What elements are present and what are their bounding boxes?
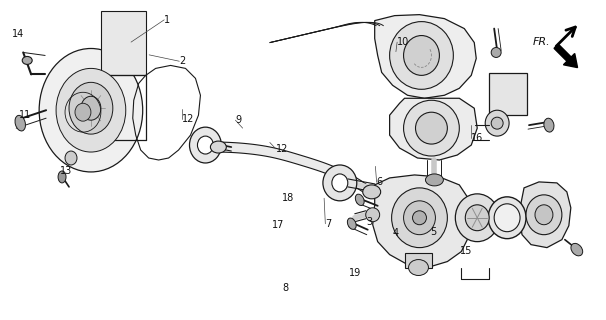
Polygon shape [218,142,370,197]
Ellipse shape [391,188,447,248]
Text: 18: 18 [282,193,294,203]
Ellipse shape [465,205,489,231]
Text: 15: 15 [460,246,472,256]
Ellipse shape [81,96,101,120]
Ellipse shape [198,136,213,154]
Ellipse shape [65,151,77,165]
Ellipse shape [363,185,381,199]
Bar [489,73,527,115]
Ellipse shape [347,218,356,229]
Ellipse shape [488,197,526,239]
Ellipse shape [491,47,501,58]
Text: 12: 12 [276,144,288,154]
Ellipse shape [408,260,428,276]
Text: 1: 1 [164,15,170,25]
FancyArrow shape [554,44,578,68]
Ellipse shape [332,174,348,192]
Text: 2: 2 [179,56,185,66]
Text: 8: 8 [282,283,288,293]
Ellipse shape [15,115,25,131]
Text: 12: 12 [182,114,195,124]
Text: 13: 13 [61,166,73,176]
Text: FR.: FR. [532,37,550,47]
Ellipse shape [210,141,226,153]
Ellipse shape [58,171,66,183]
Ellipse shape [544,118,554,132]
Ellipse shape [526,195,562,235]
Ellipse shape [491,117,503,129]
Text: 7: 7 [325,219,331,229]
Ellipse shape [39,49,142,172]
Text: 4: 4 [392,228,398,238]
Bar [405,252,433,268]
Ellipse shape [404,36,439,76]
Ellipse shape [404,100,459,156]
Ellipse shape [485,110,509,136]
Ellipse shape [22,56,32,64]
Text: 5: 5 [430,227,436,237]
Ellipse shape [413,211,427,225]
Bar [101,11,145,76]
Ellipse shape [494,204,520,232]
Ellipse shape [390,22,453,89]
Ellipse shape [323,165,357,201]
Ellipse shape [75,103,91,121]
Text: 9: 9 [235,115,242,125]
Text: 6: 6 [376,177,383,187]
Ellipse shape [366,208,380,222]
Ellipse shape [455,194,499,242]
Text: 10: 10 [397,37,410,47]
Text: 14: 14 [12,29,24,39]
Ellipse shape [404,201,436,235]
Text: 11: 11 [19,110,32,120]
Ellipse shape [56,68,126,152]
Ellipse shape [190,127,221,163]
Text: 17: 17 [271,220,284,230]
Text: 16: 16 [471,133,483,143]
Polygon shape [519,182,571,248]
Ellipse shape [535,205,553,225]
Ellipse shape [571,244,583,256]
Ellipse shape [355,194,364,205]
Polygon shape [373,175,471,268]
Ellipse shape [425,174,444,186]
Text: 19: 19 [349,268,361,278]
Polygon shape [390,98,478,160]
Polygon shape [375,15,476,98]
Ellipse shape [416,112,447,144]
Text: 3: 3 [367,217,373,227]
Ellipse shape [69,82,113,134]
